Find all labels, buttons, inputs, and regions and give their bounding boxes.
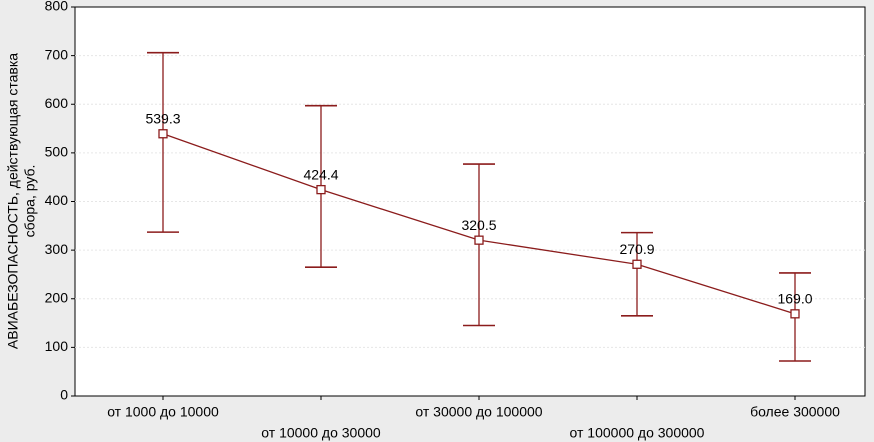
x-tick-label: от 1000 до 10000 xyxy=(107,404,219,420)
point xyxy=(632,259,642,269)
y-label-line: сбора, руб. xyxy=(22,165,38,238)
data-label: 424.4 xyxy=(303,166,338,182)
y-label-line: АВИАБЕЗОПАСНОСТЬ, действующая ставка xyxy=(5,53,21,349)
x-tick-label: более 300000 xyxy=(750,404,840,420)
y-tick-label: 300 xyxy=(45,241,69,257)
y-tick-label: 400 xyxy=(45,192,69,208)
y-tick-label: 800 xyxy=(45,0,69,14)
point xyxy=(474,235,484,245)
y-tick-label: 100 xyxy=(45,338,69,354)
y-tick-label: 500 xyxy=(45,144,69,160)
data-label: 320.5 xyxy=(461,217,496,233)
point xyxy=(158,129,168,139)
data-label: 169.0 xyxy=(777,291,812,307)
y-tick-label: 600 xyxy=(45,95,69,111)
y-tick-label: 0 xyxy=(60,387,68,403)
point xyxy=(316,184,326,195)
y-tick-label: 700 xyxy=(45,46,69,62)
point xyxy=(790,309,800,319)
x-tick-label: от 30000 до 100000 xyxy=(415,404,542,420)
data-label: 539.3 xyxy=(145,110,180,126)
data-label: 270.9 xyxy=(619,241,654,257)
x-tick-label: от 100000 до 300000 xyxy=(570,425,705,441)
y-axis-label: АВИАБЕЗОПАСНОСТЬ, действующая ставка сбо… xyxy=(5,53,38,349)
plot-area xyxy=(74,6,866,397)
x-tick-label: от 10000 до 30000 xyxy=(261,425,381,441)
y-tick-label: 200 xyxy=(45,289,69,305)
